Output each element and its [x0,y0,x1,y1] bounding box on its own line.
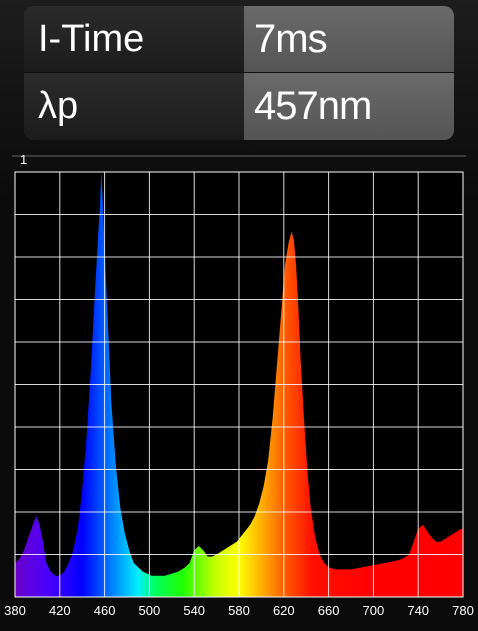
x-tick-label: 700 [363,603,385,618]
integration-time-label: I-Time [24,6,244,73]
peak-wavelength-row: λp 457nm [24,73,454,140]
peak-wavelength-value: 457nm [244,73,454,140]
integration-time-value: 7ms [244,6,454,73]
divider-line [12,155,466,157]
plot-border [14,171,464,598]
x-tick-label: 620 [273,603,295,618]
readings-panel: I-Time 7ms λp 457nm [24,6,454,140]
integration-time-row: I-Time 7ms [24,6,454,73]
x-tick-label: 740 [407,603,429,618]
x-tick-label: 380 [4,603,26,618]
x-tick-label: 420 [49,603,71,618]
x-tick-label: 780 [452,603,474,618]
x-tick-label: 500 [139,603,161,618]
peak-wavelength-label: λp [24,73,244,140]
x-tick-label: 460 [94,603,116,618]
x-tick-label: 540 [183,603,205,618]
x-tick-label: 660 [318,603,340,618]
x-tick-label: 580 [228,603,250,618]
y-axis-max-label: 1 [20,152,28,167]
